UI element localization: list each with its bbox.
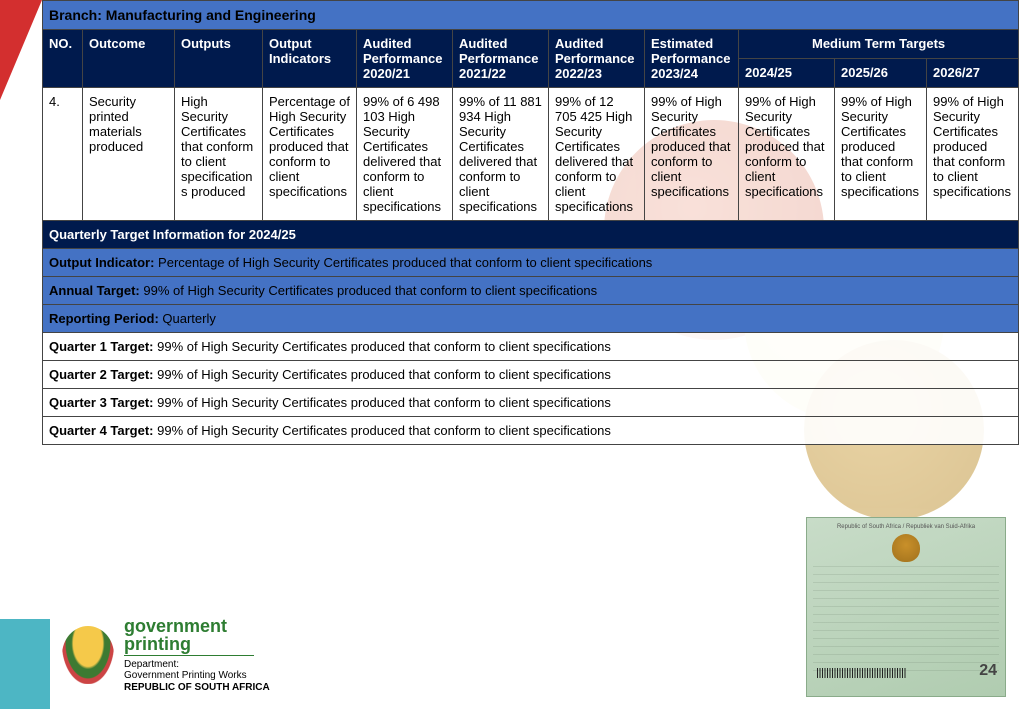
q1-value: 99% of High Security Certificates produc…: [157, 339, 611, 354]
cell-mt2: 99% of High Security Certificates produc…: [835, 88, 927, 221]
logo-line2: printing: [124, 635, 254, 656]
q4-cell: Quarter 4 Target: 99% of High Security C…: [43, 417, 1019, 445]
logo-line5: REPUBLIC OF SOUTH AFRICA: [124, 682, 270, 694]
table-row: 4. Security printed materials produced H…: [43, 88, 1019, 221]
col-estimated: Estimated Performance 2023/24: [645, 30, 739, 88]
q4-value: 99% of High Security Certificates produc…: [157, 423, 611, 438]
quarterly-title-row: Quarterly Target Information for 2024/25: [43, 221, 1019, 249]
col-no: NO.: [43, 30, 83, 88]
annual-target-value: 99% of High Security Certificates produc…: [143, 283, 597, 298]
cell-estimated: 99% of High Security Certificates produc…: [645, 88, 739, 221]
q3-label: Quarter 3 Target:: [49, 395, 157, 410]
q1-cell: Quarter 1 Target: 99% of High Security C…: [43, 333, 1019, 361]
quarterly-title: Quarterly Target Information for 2024/25: [43, 221, 1019, 249]
q4-label: Quarter 4 Target:: [49, 423, 157, 438]
col-audited2: Audited Performance 2021/22: [453, 30, 549, 88]
cell-outcome: Security printed materials produced: [83, 88, 175, 221]
certificate-body-lines: [813, 566, 999, 676]
q2-row: Quarter 2 Target: 99% of High Security C…: [43, 361, 1019, 389]
col-mt2: 2025/26: [835, 59, 927, 88]
output-indicator-label: Output Indicator:: [49, 255, 158, 270]
col-outputs: Outputs: [175, 30, 263, 88]
branch-title: Branch: Manufacturing and Engineering: [43, 1, 1019, 30]
col-mt3: 2026/27: [927, 59, 1019, 88]
logo-line1: government: [124, 617, 270, 635]
cell-mt1: 99% of High Security Certificates produc…: [739, 88, 835, 221]
main-content: Branch: Manufacturing and Engineering NO…: [42, 0, 1019, 445]
logo-text: government printing Department: Governme…: [124, 617, 270, 694]
q3-cell: Quarter 3 Target: 99% of High Security C…: [43, 389, 1019, 417]
certificate-country: Republic of South Africa / Republiek van…: [813, 524, 999, 532]
footer-logo: government printing Department: Governme…: [62, 617, 270, 694]
cell-no: 4.: [43, 88, 83, 221]
col-medium-term: Medium Term Targets: [739, 30, 1019, 59]
output-indicator-value: Percentage of High Security Certificates…: [158, 255, 652, 270]
cell-mt3: 99% of High Security Certificates produc…: [927, 88, 1019, 221]
col-audited1: Audited Performance 2020/21: [357, 30, 453, 88]
certificate-number: 24: [979, 661, 997, 682]
reporting-period-cell: Reporting Period: Quarterly: [43, 305, 1019, 333]
output-indicator-row: Output Indicator: Percentage of High Sec…: [43, 249, 1019, 277]
cell-indicators: Percentage of High Security Certificates…: [263, 88, 357, 221]
output-indicator-cell: Output Indicator: Percentage of High Sec…: [43, 249, 1019, 277]
q2-value: 99% of High Security Certificates produc…: [157, 367, 611, 382]
annual-target-cell: Annual Target: 99% of High Security Cert…: [43, 277, 1019, 305]
col-audited3: Audited Performance 2022/23: [549, 30, 645, 88]
certificate-crest-icon: [892, 534, 920, 562]
logo-line4: Government Printing Works: [124, 670, 270, 682]
cell-audited2: 99% of 11 881 934 High Security Certific…: [453, 88, 549, 221]
branch-row: Branch: Manufacturing and Engineering: [43, 1, 1019, 30]
q2-cell: Quarter 2 Target: 99% of High Security C…: [43, 361, 1019, 389]
header-row-1: NO. Outcome Outputs Output Indicators Au…: [43, 30, 1019, 59]
logo-line3: Department:: [124, 659, 270, 671]
cell-outputs: High Security Certificates that conform …: [175, 88, 263, 221]
reporting-period-value: Quarterly: [162, 311, 215, 326]
reporting-period-row: Reporting Period: Quarterly: [43, 305, 1019, 333]
q3-value: 99% of High Security Certificates produc…: [157, 395, 611, 410]
certificate-thumbnail: Republic of South Africa / Republiek van…: [806, 517, 1006, 697]
col-outcome: Outcome: [83, 30, 175, 88]
q1-label: Quarter 1 Target:: [49, 339, 157, 354]
col-indicators: Output Indicators: [263, 30, 357, 88]
q4-row: Quarter 4 Target: 99% of High Security C…: [43, 417, 1019, 445]
cell-audited3: 99% of 12 705 425 High Security Certific…: [549, 88, 645, 221]
cell-audited1: 99% of 6 498 103 High Security Certifica…: [357, 88, 453, 221]
q3-row: Quarter 3 Target: 99% of High Security C…: [43, 389, 1019, 417]
certificate-barcode-icon: [817, 668, 907, 678]
q2-label: Quarter 2 Target:: [49, 367, 157, 382]
col-mt1: 2024/25: [739, 59, 835, 88]
performance-table: Branch: Manufacturing and Engineering NO…: [42, 0, 1019, 445]
reporting-period-label: Reporting Period:: [49, 311, 162, 326]
annual-target-row: Annual Target: 99% of High Security Cert…: [43, 277, 1019, 305]
coat-of-arms-icon: [62, 626, 114, 684]
q1-row: Quarter 1 Target: 99% of High Security C…: [43, 333, 1019, 361]
annual-target-label: Annual Target:: [49, 283, 143, 298]
decorative-block: [0, 619, 50, 709]
decorative-corner: [0, 0, 42, 100]
